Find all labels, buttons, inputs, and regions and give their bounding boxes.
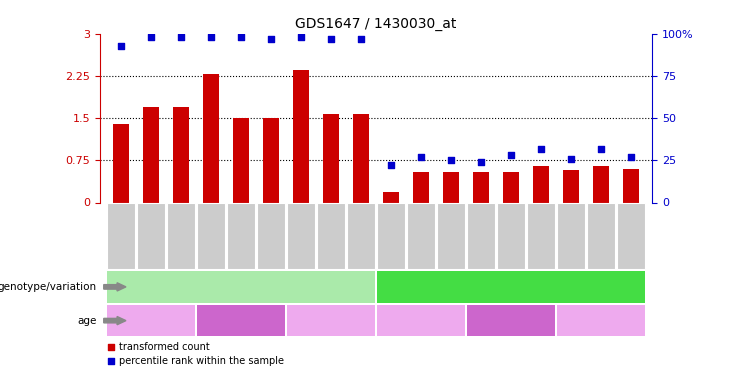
FancyArrow shape: [104, 283, 126, 291]
Bar: [376, 304, 465, 336]
Bar: [376, 271, 645, 303]
Bar: [107, 271, 376, 303]
Point: [355, 36, 367, 42]
Text: GSM70915: GSM70915: [327, 225, 336, 268]
Text: GSM70905: GSM70905: [567, 225, 576, 268]
Text: 6 mo: 6 mo: [587, 316, 615, 326]
Bar: [167, 203, 196, 269]
Bar: [287, 304, 376, 336]
Bar: [323, 114, 339, 202]
Text: GSM70909: GSM70909: [147, 225, 156, 268]
Bar: [473, 172, 489, 202]
Bar: [436, 203, 465, 269]
Bar: [467, 304, 556, 336]
Point: [625, 154, 637, 160]
Point: [115, 43, 127, 49]
Bar: [376, 203, 405, 269]
Text: genotype/variation: genotype/variation: [0, 282, 96, 292]
Text: GSM70907: GSM70907: [627, 225, 636, 268]
Bar: [143, 107, 159, 202]
Text: GSM70899: GSM70899: [387, 225, 396, 268]
Bar: [107, 304, 196, 336]
Text: wild type: wild type: [216, 282, 267, 292]
Point: [565, 156, 577, 162]
Title: GDS1647 / 1430030_at: GDS1647 / 1430030_at: [296, 17, 456, 32]
Bar: [587, 203, 616, 269]
Point: [595, 146, 607, 152]
Bar: [347, 203, 376, 269]
Bar: [107, 203, 136, 269]
Text: GSM70906: GSM70906: [597, 225, 605, 268]
Bar: [293, 70, 309, 202]
Bar: [556, 203, 585, 269]
Bar: [527, 203, 556, 269]
Bar: [563, 170, 579, 202]
Bar: [196, 304, 285, 336]
Text: GSM70913: GSM70913: [267, 225, 276, 268]
Bar: [533, 166, 549, 202]
FancyArrow shape: [104, 316, 126, 325]
Text: percentile rank within the sample: percentile rank within the sample: [119, 356, 284, 366]
Bar: [593, 166, 609, 202]
Text: GSM70904: GSM70904: [536, 225, 545, 268]
Point: [105, 344, 117, 350]
Bar: [316, 203, 345, 269]
Text: GSM70911: GSM70911: [207, 225, 216, 268]
Point: [445, 158, 457, 164]
Point: [175, 34, 187, 40]
Point: [105, 358, 117, 364]
Bar: [256, 203, 285, 269]
Point: [265, 36, 277, 42]
Bar: [383, 192, 399, 202]
Bar: [496, 203, 525, 269]
Bar: [263, 118, 279, 202]
Bar: [556, 304, 645, 336]
Point: [205, 34, 217, 40]
Text: GSM70901: GSM70901: [447, 225, 456, 268]
Bar: [287, 203, 316, 269]
Bar: [113, 124, 129, 202]
Bar: [136, 203, 165, 269]
Text: GSM70900: GSM70900: [416, 225, 425, 268]
Bar: [196, 203, 225, 269]
Text: 4 mo: 4 mo: [227, 316, 255, 326]
Text: age: age: [77, 316, 96, 326]
Point: [415, 154, 427, 160]
Text: rpe65 knockout: rpe65 knockout: [468, 282, 554, 292]
Point: [475, 159, 487, 165]
Bar: [353, 114, 369, 202]
Bar: [623, 169, 639, 202]
Point: [505, 152, 517, 158]
Text: GSM70908: GSM70908: [116, 225, 125, 268]
Bar: [233, 118, 249, 202]
Text: 6 mo: 6 mo: [317, 316, 345, 326]
Bar: [413, 172, 429, 202]
Bar: [227, 203, 256, 269]
Text: GSM70903: GSM70903: [507, 225, 516, 268]
Point: [145, 34, 157, 40]
Bar: [443, 172, 459, 202]
Text: GSM70916: GSM70916: [356, 225, 365, 268]
Bar: [467, 203, 496, 269]
Bar: [503, 172, 519, 202]
Bar: [173, 107, 189, 202]
Point: [385, 162, 397, 168]
Point: [535, 146, 547, 152]
Text: 4 mo: 4 mo: [497, 316, 525, 326]
Point: [235, 34, 247, 40]
Text: GSM70912: GSM70912: [236, 225, 245, 268]
Text: transformed count: transformed count: [119, 342, 209, 352]
Point: [325, 36, 337, 42]
Text: 2 mo: 2 mo: [407, 316, 435, 326]
Text: 2 mo: 2 mo: [137, 316, 165, 326]
Text: GSM70914: GSM70914: [296, 225, 305, 268]
Text: GSM70902: GSM70902: [476, 225, 485, 268]
Bar: [203, 74, 219, 202]
Text: GSM70910: GSM70910: [176, 225, 185, 268]
Point: [295, 34, 307, 40]
Bar: [617, 203, 645, 269]
Bar: [407, 203, 436, 269]
